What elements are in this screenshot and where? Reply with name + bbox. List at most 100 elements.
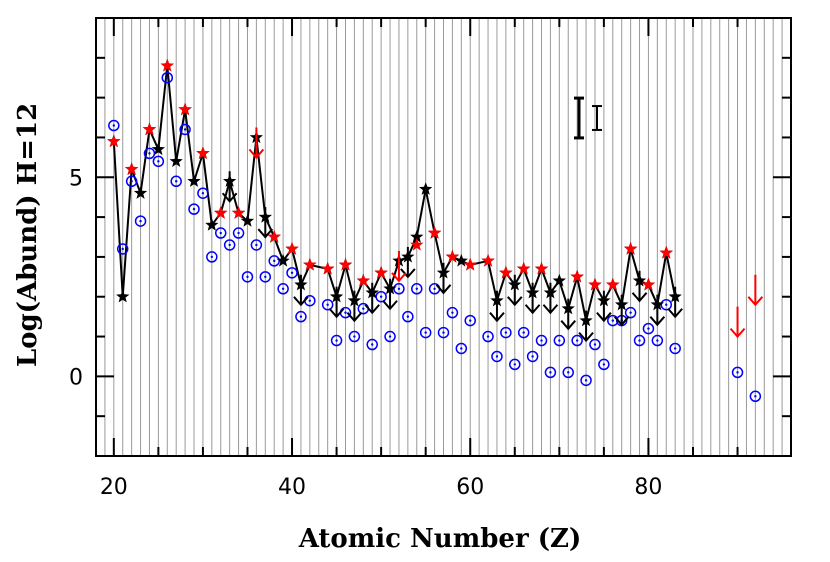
solar-point xyxy=(544,366,557,379)
solar-point-dot xyxy=(433,287,436,290)
y-tick-label: 0 xyxy=(69,365,83,390)
solar-point-dot xyxy=(130,180,133,183)
solar-point xyxy=(197,187,209,199)
solar-point xyxy=(669,342,681,355)
solar-point xyxy=(295,310,307,323)
solar-point-dot xyxy=(611,319,614,322)
solar-point xyxy=(277,283,289,295)
y-axis-title: Log(Abund) H=12 xyxy=(13,103,43,367)
solar-point xyxy=(562,366,574,379)
solar-point-dot xyxy=(353,335,356,338)
solar-point xyxy=(134,215,147,227)
red-star-point xyxy=(196,146,210,159)
plot-border xyxy=(95,17,792,457)
solar-point xyxy=(571,334,583,347)
solar-point xyxy=(411,283,423,295)
solar-point xyxy=(464,314,476,327)
solar-point-dot xyxy=(237,231,240,235)
solar-point-dot xyxy=(647,327,650,330)
solar-point xyxy=(517,326,530,339)
solar-point-dot xyxy=(469,319,472,322)
solar-point xyxy=(633,334,646,347)
star-point xyxy=(454,253,468,267)
solar-point xyxy=(553,334,566,347)
solar-point xyxy=(330,334,343,347)
solar-point xyxy=(509,358,521,371)
red-star-point xyxy=(338,257,353,271)
black-upper-limit-arrow-head xyxy=(400,268,416,279)
y-ticks: 05 xyxy=(69,17,791,457)
solar-point xyxy=(491,350,503,363)
x-tick-label: 80 xyxy=(634,475,662,500)
black-upper-limit-arrow-head xyxy=(346,312,363,323)
solar-point-dot xyxy=(201,192,205,195)
solar-point-dot xyxy=(290,271,294,275)
solar-point xyxy=(143,147,156,160)
solar-point xyxy=(535,334,548,347)
solar-point-dot xyxy=(362,307,365,310)
solar-point-dot xyxy=(344,311,347,314)
solar-point xyxy=(170,175,182,188)
solar-point xyxy=(223,239,236,251)
solar-point-dot xyxy=(326,303,329,306)
solar-point xyxy=(161,71,174,84)
solar-point-dot xyxy=(656,339,659,342)
solar-point-dot xyxy=(273,259,276,263)
solar-point xyxy=(232,227,245,239)
solar-point-dot xyxy=(673,347,677,350)
solar-point-dot xyxy=(388,335,392,338)
black-upper-limit-arrow-head xyxy=(489,312,505,323)
red-star-point xyxy=(231,206,246,219)
solar-point-dot xyxy=(540,339,543,342)
solar-point-dot xyxy=(246,275,249,279)
solar-point xyxy=(446,306,459,319)
red-star-point xyxy=(214,206,228,219)
solar-point-dot xyxy=(602,363,606,366)
solar-point-dot xyxy=(486,335,490,338)
series-black-upper-limits xyxy=(221,171,683,343)
solar-point xyxy=(250,239,263,251)
black-upper-limit-arrow-head xyxy=(364,304,380,315)
solar-point-dot xyxy=(665,303,668,306)
black-upper-limit-arrow-head xyxy=(596,312,612,323)
solar-point-dot xyxy=(308,299,312,302)
star-point xyxy=(169,154,183,167)
red-star-point xyxy=(445,249,460,263)
solar-point-dot xyxy=(549,371,552,374)
solar-point-dot xyxy=(299,315,303,318)
red-star-point xyxy=(588,277,602,291)
solar-point xyxy=(731,366,744,379)
solar-point xyxy=(384,330,396,343)
solar-point-dot xyxy=(210,255,214,259)
solar-point-dot xyxy=(513,363,516,366)
solar-point xyxy=(125,175,138,188)
black-upper-limit-arrow-head xyxy=(435,284,452,295)
solar-point-dot xyxy=(415,287,418,290)
red-star-point xyxy=(481,253,495,267)
red-star-point xyxy=(517,261,531,275)
series-red-stars xyxy=(107,58,673,291)
solar-point xyxy=(598,358,610,371)
y-tick-label: 5 xyxy=(69,166,83,191)
star-point xyxy=(419,182,433,195)
black-upper-limit-arrow-head xyxy=(649,316,666,327)
solar-point-dot xyxy=(584,379,588,382)
red-star-point xyxy=(463,257,477,271)
solar-point-dot xyxy=(629,311,632,314)
red-upper-limit-arrow-head xyxy=(248,148,265,159)
solar-point xyxy=(241,271,254,283)
solar-point xyxy=(455,342,468,355)
x-tick-label: 60 xyxy=(456,475,484,500)
red-star-point xyxy=(624,241,638,255)
solar-point-dot xyxy=(567,371,570,374)
x-tick-label: 40 xyxy=(278,475,306,500)
red-star-point xyxy=(606,277,620,291)
series-red-upper-limits xyxy=(248,127,764,339)
red-star-point xyxy=(125,162,139,175)
solar-point-dot xyxy=(174,180,178,183)
solar-point-dot xyxy=(504,331,508,334)
solar-point xyxy=(624,306,637,319)
solar-point xyxy=(589,338,601,351)
star-point xyxy=(205,218,219,231)
